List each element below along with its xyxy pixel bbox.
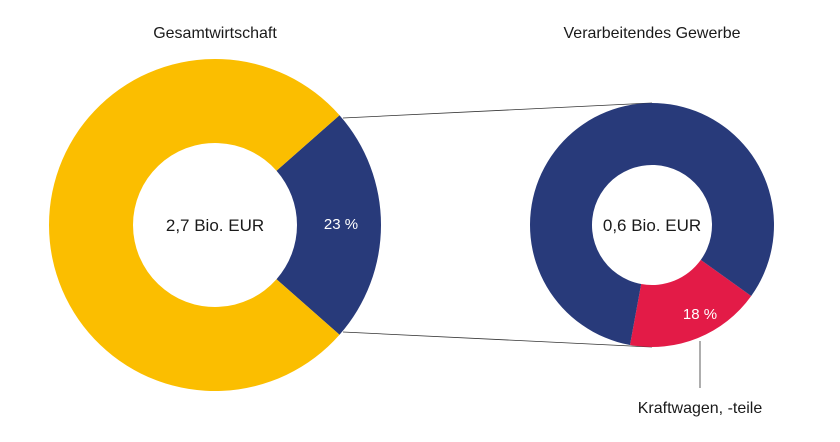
- left-center-label: 2,7 Bio. EUR: [166, 216, 264, 235]
- left-slice-1: [48, 58, 340, 392]
- slice-label-right-highlight: 18 %: [683, 306, 717, 323]
- slice-label-left-highlight: 23 %: [324, 216, 358, 233]
- right-chart-title: Verarbeitendes Gewerbe: [564, 25, 741, 42]
- left-slice-0: [276, 115, 381, 335]
- right-center-label: 0,6 Bio. EUR: [603, 216, 701, 235]
- connector-line-top: [342, 102, 653, 119]
- right-slice-0: [629, 259, 752, 348]
- connector-line-bottom: [342, 331, 653, 348]
- right-slice-1: [530, 103, 774, 345]
- left-chart-title: Gesamtwirtschaft: [153, 25, 277, 42]
- annotation-kraftwagen: Kraftwagen, -teile: [638, 400, 763, 417]
- donut-verarbeitendes-gewerbe: [530, 103, 774, 348]
- donut-gesamtwirtschaft: [48, 58, 381, 392]
